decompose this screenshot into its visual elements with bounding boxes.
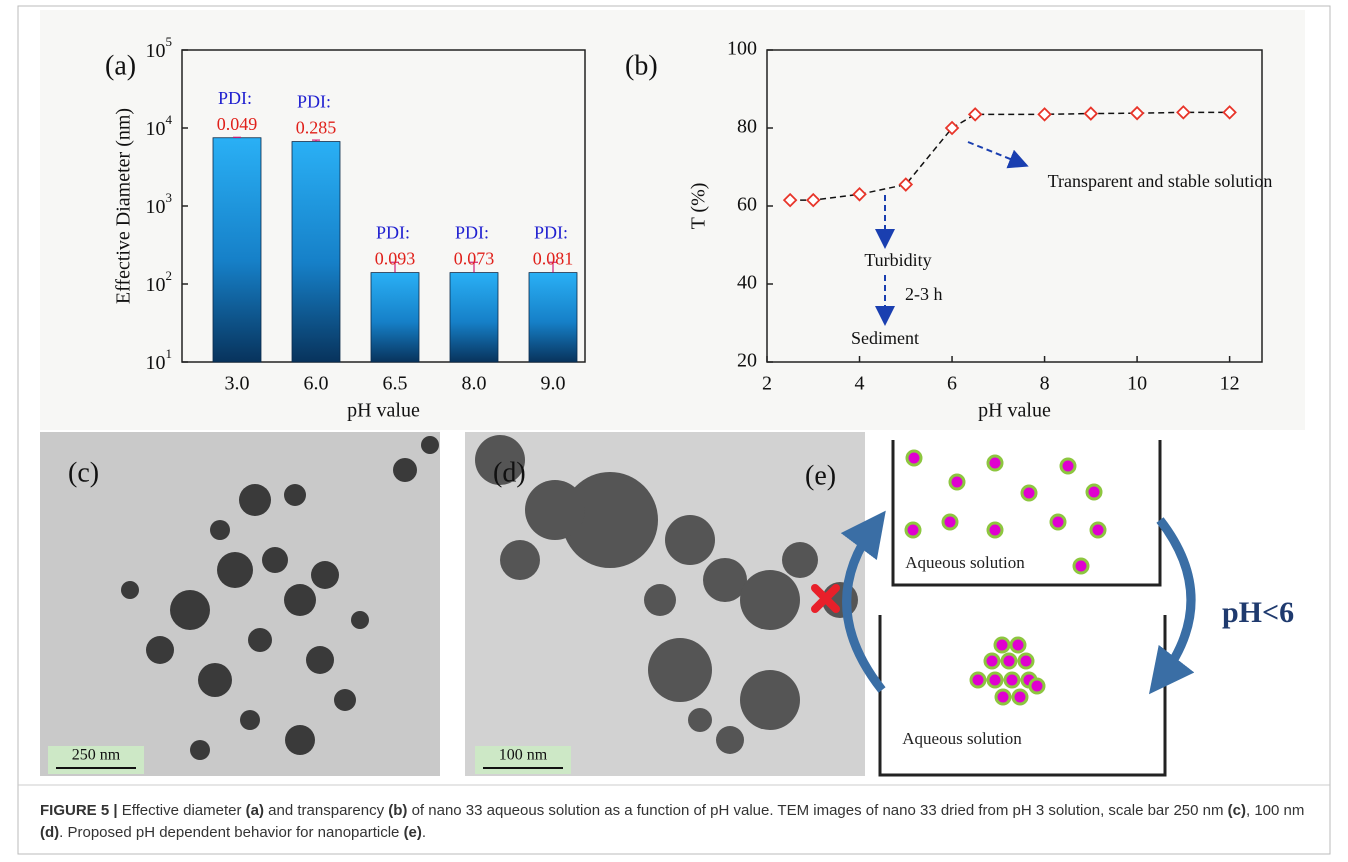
annotation: 2-3 h (905, 284, 943, 304)
y-tick-base: 10 (146, 40, 166, 62)
caption: FIGURE 5 | Effective diameter (a) and tr… (40, 800, 1310, 844)
y-tick-exponent: 5 (166, 34, 173, 49)
image-background (40, 432, 440, 776)
caption-text: of nano 33 aqueous solution as a functio… (407, 802, 1227, 819)
caption-text: and transparency (264, 802, 388, 819)
pdi-label: PDI: (534, 223, 568, 243)
bar (529, 273, 577, 362)
pdi-label: PDI: (455, 223, 489, 243)
x-tick-label: 4 (855, 373, 865, 395)
x-tick-label: 6.5 (383, 373, 408, 395)
x-tick-label: 9.0 (541, 373, 566, 395)
y-tick-base: 10 (146, 196, 166, 218)
y-axis-label: Effective Diameter (nm) (113, 108, 135, 304)
bar (213, 138, 261, 362)
panel-label: (c) (68, 457, 99, 488)
pdi-value: 0.049 (217, 114, 258, 134)
caption-bold: (d) (40, 824, 59, 841)
diagram-e: (e) Aqueous solution Aqueous solution pH… (805, 440, 1294, 775)
beaker-label: Aqueous solution (905, 553, 1025, 572)
y-tick-exponent: 2 (166, 268, 173, 283)
y-tick-label: 40 (737, 272, 757, 294)
figure: (c) 250 nm (d) 100 nm (e) (0, 0, 1348, 862)
annotation: Transparent and stable solution (1048, 171, 1273, 191)
caption-text: . Proposed pH dependent behavior for nan… (59, 824, 403, 841)
panel-label: (a) (105, 50, 136, 81)
caption-bold: (e) (404, 824, 422, 841)
aggregated-particles (971, 638, 1044, 704)
pdi-value: 0.081 (533, 249, 574, 269)
figure-graphics: (c) 250 nm (d) 100 nm (e) (0, 0, 1348, 862)
caption-text: . (422, 824, 426, 841)
x-tick-label: 8 (1040, 373, 1050, 395)
pdi-label: PDI: (376, 223, 410, 243)
x-tick-label: 10 (1127, 373, 1147, 395)
x-tick-label: 8.0 (462, 373, 487, 395)
pdi-label: PDI: (218, 88, 252, 108)
x-tick-label: 2 (762, 373, 772, 395)
pdi-value: 0.285 (296, 118, 337, 138)
y-tick-label: 100 (727, 38, 757, 60)
pdi-value: 0.073 (454, 249, 495, 269)
annotation: Sediment (851, 328, 919, 348)
y-tick-exponent: 4 (166, 112, 173, 127)
y-tick-label: 20 (737, 350, 757, 372)
x-tick-label: 3.0 (225, 373, 250, 395)
x-tick-label: 12 (1220, 373, 1240, 395)
x-tick-label: 6 (947, 373, 957, 395)
pdi-label: PDI: (297, 92, 331, 112)
pdi-value: 0.093 (375, 249, 416, 269)
condition-label: pH<6 (1222, 596, 1294, 629)
y-tick-base: 10 (146, 274, 166, 296)
panel-label: (d) (493, 457, 526, 488)
panel-label: (e) (805, 460, 836, 491)
y-tick-base: 10 (146, 118, 166, 140)
bar (371, 273, 419, 362)
caption-bold: (c) (1228, 802, 1246, 819)
bar (450, 273, 498, 362)
caption-bold: (b) (388, 802, 407, 819)
bar (292, 142, 340, 362)
y-axis-label: T (%) (688, 183, 710, 230)
y-tick-exponent: 1 (166, 346, 173, 361)
scale-bar-label: 250 nm (72, 747, 121, 764)
caption-text: Effective diameter (118, 802, 246, 819)
tem-image-c: (c) 250 nm (40, 432, 440, 776)
y-tick-label: 80 (737, 116, 757, 138)
x-axis-label: pH value (347, 400, 420, 422)
x-axis-label: pH value (978, 400, 1051, 422)
beaker-label: Aqueous solution (902, 729, 1022, 748)
scale-bar-label: 100 nm (499, 747, 548, 764)
panel-label: (b) (625, 50, 658, 81)
annotation: Turbidity (864, 250, 931, 270)
caption-text: , 100 nm (1246, 802, 1304, 819)
caption-bold: FIGURE 5 | (40, 802, 118, 819)
y-tick-exponent: 3 (166, 190, 173, 205)
x-tick-label: 6.0 (304, 373, 329, 395)
caption-bold: (a) (246, 802, 264, 819)
y-tick-base: 10 (146, 352, 166, 374)
y-tick-label: 60 (737, 194, 757, 216)
